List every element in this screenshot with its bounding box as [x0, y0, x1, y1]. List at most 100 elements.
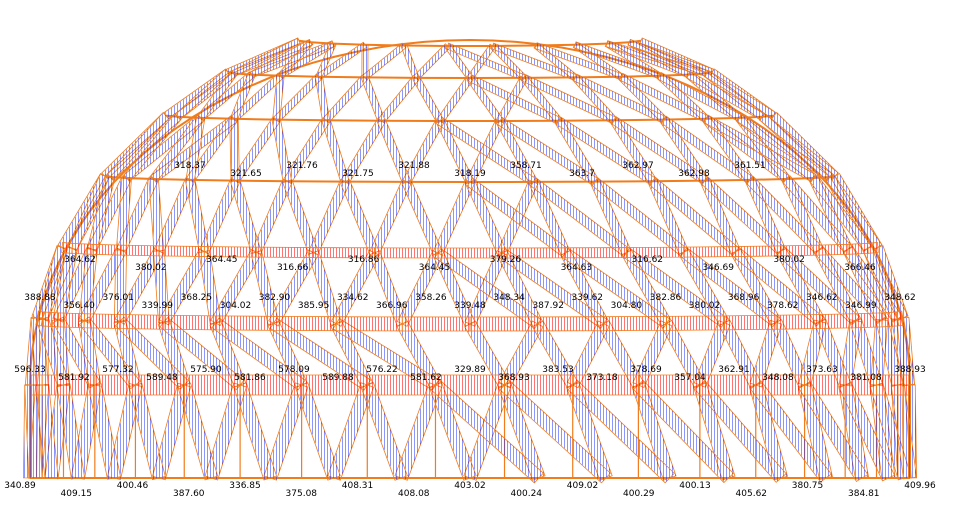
lower-ring-force-label: 378.62: [767, 301, 799, 311]
upper-ring-force-label: 321.76: [286, 161, 318, 171]
base-ring-force-label: 368.93: [498, 373, 530, 383]
base-ring-force-label: 388.93: [894, 365, 926, 375]
base-ring-force-label: 373.63: [806, 365, 838, 375]
middle-ring-force-label: 316.86: [348, 255, 380, 265]
tension-ring-segment: [72, 243, 92, 254]
tension-ring-segment: [470, 317, 538, 331]
ring-member: [365, 45, 404, 46]
lower-ring-force-label: 387.92: [532, 301, 564, 311]
compression-member: [402, 180, 442, 255]
compression-member: [403, 119, 444, 184]
base-ring-force-label: 596.33: [14, 365, 46, 375]
footing-force-label: 400.46: [117, 481, 149, 491]
lower-ring-force-label: 382.90: [259, 293, 291, 303]
compression-member: [361, 76, 384, 122]
lower-ring-force-label: 356.40: [63, 301, 95, 311]
tension-ring-segment: [62, 242, 73, 253]
base-ring-force-label: 373.18: [586, 373, 618, 383]
lower-ring-force-label: 368.25: [181, 293, 213, 303]
tension-ring-segment: [164, 315, 216, 330]
base-ring-force-label: 589.88: [322, 373, 354, 383]
middle-ring-force-label: 346.69: [702, 263, 734, 273]
base-ring-force-label: 581.62: [410, 373, 442, 383]
compression-member: [272, 119, 291, 182]
base-ring-force-label: 378.69: [630, 365, 662, 375]
tension-ring-segment: [184, 375, 240, 395]
lower-ring-force-label: 339.48: [454, 301, 486, 311]
base-ring-force-label: 348.08: [762, 373, 794, 383]
ring-member: [234, 119, 276, 120]
lower-ring-force-label: 348.34: [493, 293, 525, 303]
compression-member: [702, 177, 785, 254]
footing-force-label: 384.81: [848, 489, 880, 499]
tension-ring-segment: [684, 247, 736, 258]
footing-force-label: 400.29: [623, 489, 655, 499]
compression-member: [341, 180, 379, 255]
lower-ring-force-label: 346.62: [806, 293, 838, 303]
footing-force-label: 400.24: [511, 489, 543, 499]
footing-force-label: 405.62: [736, 489, 768, 499]
tension-ring-segment: [31, 375, 42, 395]
compression-member: [129, 383, 165, 479]
compression-member: [284, 118, 330, 183]
footing-force-label: 336.85: [229, 481, 261, 491]
base-ring-force-label: 581.86: [234, 373, 266, 383]
base-ring-force-label: 357.04: [674, 373, 706, 383]
base-ring-force-label: 576.22: [366, 365, 398, 375]
tension-ring-segment: [700, 375, 756, 395]
tension-ring-segment: [95, 375, 136, 395]
compression-member: [574, 74, 666, 123]
tension-ring-segment: [776, 315, 820, 330]
lower-ring-force-label: 385.95: [298, 301, 330, 311]
base-ring-force-label: 589.48: [146, 373, 178, 383]
tension-ring-segment: [881, 312, 898, 327]
upper-ring-force-label: 362.97: [622, 161, 654, 171]
tension-ring-segment: [84, 314, 120, 329]
tension-ring-segment: [120, 315, 164, 330]
tension-ring-segment: [159, 246, 205, 257]
tension-ring-segment: [604, 316, 667, 330]
compression-member: [401, 44, 419, 78]
lower-ring-force-label: 304.80: [611, 301, 643, 311]
compression-member: [414, 44, 450, 80]
upper-ring-force-label: 358.71: [510, 161, 542, 171]
footing-force-label: 340.89: [4, 481, 36, 491]
tension-ring-segment: [867, 242, 878, 253]
lower-ring-force-label: 334.62: [337, 293, 369, 303]
lower-ring-force-label: 339.99: [142, 301, 174, 311]
middle-ring-force-label: 364.45: [206, 255, 238, 265]
middle-ring-force-label: 364.62: [64, 255, 96, 265]
compression-member: [149, 179, 164, 252]
compression-member: [681, 248, 780, 327]
lower-ring-force-label: 339.62: [572, 293, 604, 303]
upper-ring-force-label: 318.37: [174, 161, 206, 171]
upper-ring-force-label: 321.65: [230, 169, 262, 179]
base-ring-force-label: 362.91: [718, 365, 750, 375]
tension-ring-segment: [666, 316, 724, 330]
base-ring-force-label: 575.90: [190, 365, 222, 375]
compression-member: [413, 76, 443, 123]
tension-ring-segment: [273, 316, 336, 330]
upper-ring-force-label: 361.51: [734, 161, 766, 171]
middle-ring-force-label: 366.46: [844, 263, 876, 273]
ring-member: [190, 180, 235, 181]
footing-force-label: 408.08: [398, 489, 430, 499]
base-ring-force-label: 329.89: [454, 365, 486, 375]
tension-ring-segment: [856, 313, 882, 328]
compression-member: [362, 45, 368, 78]
footing-force-label: 409.15: [61, 489, 93, 499]
compression-member: [114, 250, 126, 322]
tension-ring-segment: [402, 317, 470, 331]
compression-member: [231, 179, 261, 253]
tension-ring-segment: [819, 244, 848, 255]
tension-ring-segment: [565, 248, 626, 258]
compression-member: [361, 383, 407, 481]
lower-ring-force-label: 368.96: [728, 293, 760, 303]
ring-member: [235, 181, 287, 182]
upper-ring-force-label: 321.75: [342, 169, 374, 179]
upper-ring-force-label: 363.7: [569, 169, 595, 179]
upper-ring-force-label: 318.19: [454, 169, 486, 179]
middle-ring-force-label: 364.45: [419, 263, 451, 273]
lower-ring-force-label: 376.01: [102, 293, 134, 303]
footing-force-label: 400.13: [679, 481, 711, 491]
